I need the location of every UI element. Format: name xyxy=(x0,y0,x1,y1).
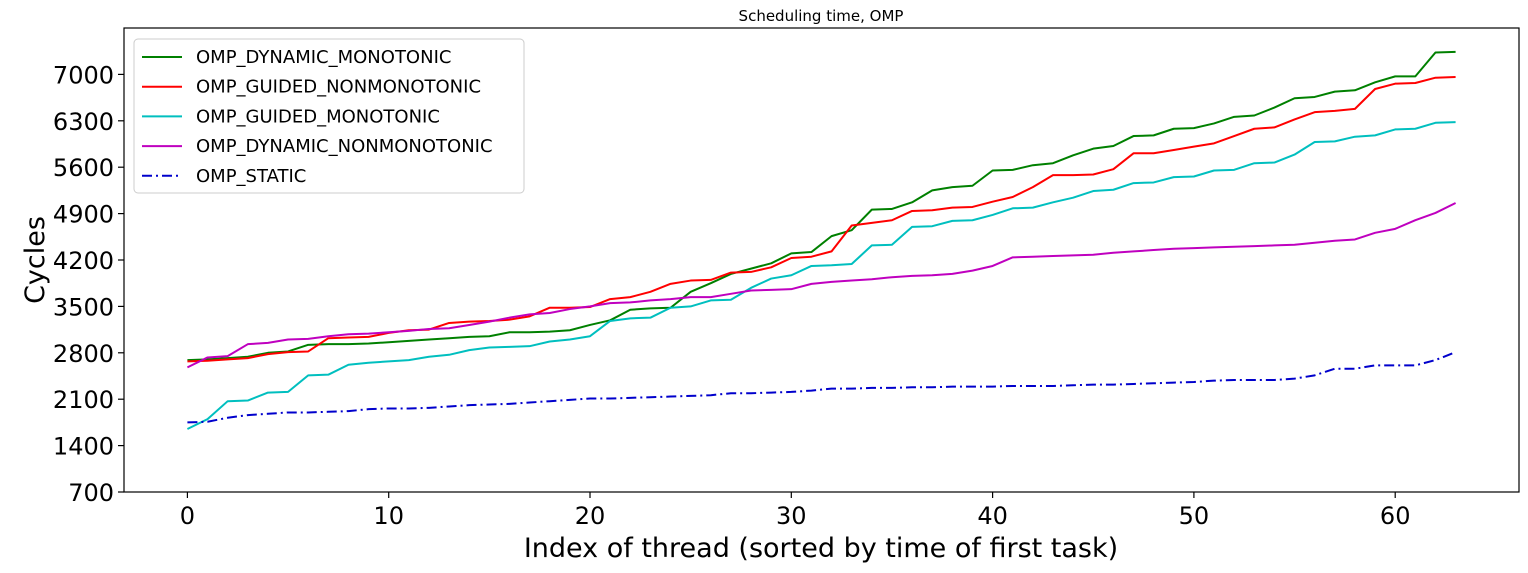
y-tick-label: 700 xyxy=(68,479,114,507)
legend: OMP_DYNAMIC_MONOTONIC OMP_GUIDED_NONMONOT… xyxy=(133,38,525,194)
y-tick-label: 6300 xyxy=(53,108,114,136)
x-axis-ticks: 0 10 20 30 40 50 60 xyxy=(180,492,1411,530)
x-tick-label: 40 xyxy=(977,502,1008,530)
series-line-omp-dynamic-nonmonotonic xyxy=(186,202,1457,369)
x-tick-label: 0 xyxy=(180,502,195,530)
x-tick-label: 50 xyxy=(1179,502,1210,530)
y-tick-label: 2800 xyxy=(53,340,114,368)
y-tick-label: 3500 xyxy=(53,293,114,321)
y-tick-label: 4900 xyxy=(53,201,114,229)
legend-label: OMP_DYNAMIC_MONOTONIC xyxy=(196,47,451,68)
series-layer xyxy=(186,50,1457,430)
y-tick-label: 2100 xyxy=(53,386,114,414)
y-tick-label: 7000 xyxy=(53,61,114,89)
y-tick-label: 5600 xyxy=(53,154,114,182)
legend-label: OMP_STATIC xyxy=(196,166,306,187)
legend-box xyxy=(133,38,525,194)
y-axis-ticks: 700 1400 2100 2800 3500 4200 4900 5600 6300 7000 xyxy=(53,61,124,507)
y-axis-label: Cycles xyxy=(20,216,51,304)
chart-title: Scheduling time, OMP xyxy=(739,7,904,25)
series-line-omp-dynamic-monotonic xyxy=(187,50,1456,362)
x-tick-label: 60 xyxy=(1380,502,1411,530)
series-line-omp-static xyxy=(187,351,1456,424)
legend-label: OMP_DYNAMIC_NONMONOTONIC xyxy=(196,136,493,157)
x-tick-label: 30 xyxy=(776,502,807,530)
y-tick-label: 1400 xyxy=(53,433,114,461)
legend-label: OMP_GUIDED_NONMONOTONIC xyxy=(196,77,481,98)
y-tick-label: 4200 xyxy=(53,247,114,275)
series-line-omp-guided-monotonic xyxy=(186,121,1456,430)
x-tick-label: 10 xyxy=(373,502,404,530)
legend-label: OMP_GUIDED_MONOTONIC xyxy=(196,106,440,127)
x-axis-label: Index of thread (sorted by time of first… xyxy=(524,533,1118,564)
x-tick-label: 20 xyxy=(575,502,606,530)
